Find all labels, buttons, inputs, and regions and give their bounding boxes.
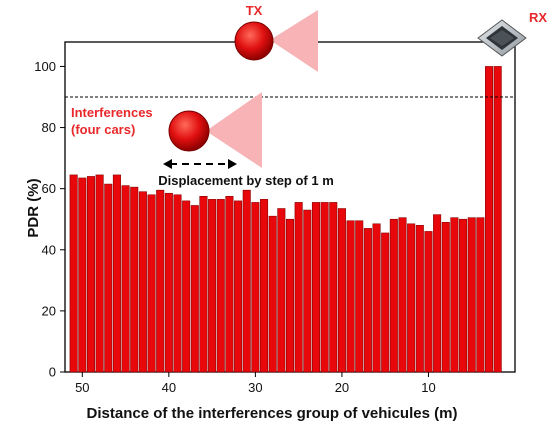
bar (251, 202, 260, 373)
bar (147, 194, 156, 373)
bar (156, 189, 165, 373)
bar (311, 202, 320, 373)
bar (363, 228, 372, 373)
x-tick-label: 30 (248, 380, 262, 395)
y-tick-label: 80 (42, 120, 56, 135)
tx-label: TX (246, 3, 263, 18)
bar (277, 208, 286, 373)
bar (208, 199, 217, 373)
y-axis-title: PDR (%) (25, 178, 42, 237)
bar (225, 196, 234, 373)
bar (130, 186, 139, 373)
tx-car-icon (234, 10, 318, 72)
y-tick-label: 100 (34, 59, 56, 74)
x-tick-label: 50 (75, 380, 89, 395)
bar (294, 202, 303, 373)
bar (69, 174, 78, 373)
bar (441, 221, 450, 373)
bar (268, 215, 277, 373)
rx-label: RX (529, 10, 547, 25)
bar (407, 223, 416, 373)
bar (320, 202, 329, 373)
x-axis-title: Distance of the interferences group of v… (87, 405, 458, 422)
bar (121, 185, 130, 373)
bar (260, 199, 269, 373)
bar (467, 217, 476, 373)
bar (138, 191, 147, 373)
y-tick-label: 60 (42, 181, 56, 196)
bar (389, 218, 398, 373)
y-axis: 0 20 40 60 80 100 (34, 59, 65, 380)
bar (216, 199, 225, 373)
x-tick-label: 40 (162, 380, 176, 395)
bar (104, 183, 113, 373)
bar (485, 66, 494, 373)
bar (476, 217, 485, 373)
interference-label-line2: (four cars) (71, 122, 135, 137)
receiver-device-icon (477, 19, 527, 57)
bar (381, 232, 390, 373)
bar (86, 176, 95, 373)
bars-group (69, 66, 502, 373)
bar (190, 205, 199, 373)
displacement-label: Displacement by step of 1 m (158, 173, 334, 188)
interference-car-icon (168, 92, 262, 168)
bar (234, 200, 243, 373)
y-tick-label: 40 (42, 242, 56, 257)
bar (285, 218, 295, 373)
bar (173, 194, 182, 373)
bar (433, 214, 442, 373)
bar (398, 217, 407, 373)
bar (346, 220, 355, 373)
bar (493, 66, 502, 373)
displacement-arrow-icon (163, 159, 237, 169)
bar (78, 177, 87, 373)
bar (450, 217, 459, 373)
bar (242, 189, 251, 373)
x-axis: 50 40 30 20 10 (75, 372, 436, 395)
bar (199, 196, 208, 373)
y-tick-label: 0 (49, 365, 56, 380)
bar (355, 220, 364, 373)
bar (303, 209, 312, 373)
bar (329, 202, 338, 373)
x-tick-label: 20 (335, 380, 349, 395)
bar (182, 200, 191, 373)
interference-label-line1: Interferences (71, 105, 153, 120)
x-tick-label: 10 (421, 380, 435, 395)
bar (415, 225, 424, 373)
bar (112, 174, 121, 373)
bar (424, 231, 433, 373)
bar (372, 223, 381, 373)
y-tick-label: 20 (42, 303, 56, 318)
bar (164, 192, 173, 373)
bar (337, 208, 346, 373)
bar (459, 218, 468, 373)
bar (95, 174, 104, 373)
